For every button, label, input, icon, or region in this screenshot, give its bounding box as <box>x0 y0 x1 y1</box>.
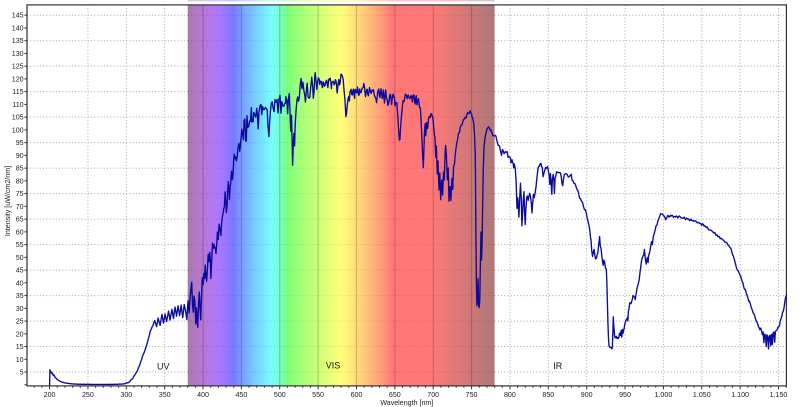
svg-text:30: 30 <box>16 305 24 313</box>
svg-text:250: 250 <box>82 391 94 399</box>
svg-text:800: 800 <box>504 391 516 399</box>
svg-text:115: 115 <box>12 88 23 96</box>
svg-text:1.150: 1.150 <box>770 391 788 399</box>
svg-text:10: 10 <box>16 356 24 364</box>
svg-text:VIS: VIS <box>326 361 341 371</box>
svg-text:1.000: 1.000 <box>655 391 673 399</box>
svg-text:1.050: 1.050 <box>693 391 711 399</box>
svg-text:80: 80 <box>16 177 24 185</box>
svg-text:5: 5 <box>20 369 24 377</box>
svg-text:70: 70 <box>16 203 24 211</box>
svg-text:35: 35 <box>16 292 24 300</box>
svg-text:95: 95 <box>16 139 24 147</box>
svg-text:125: 125 <box>12 63 24 71</box>
svg-text:350: 350 <box>159 391 171 399</box>
svg-text:750: 750 <box>466 391 478 399</box>
svg-text:UV: UV <box>157 362 170 372</box>
svg-text:600: 600 <box>351 391 363 399</box>
svg-text:60: 60 <box>16 228 24 236</box>
svg-text:950: 950 <box>619 391 631 399</box>
svg-text:900: 900 <box>581 391 593 399</box>
svg-text:100: 100 <box>12 126 24 134</box>
svg-text:650: 650 <box>389 391 401 399</box>
svg-text:145: 145 <box>12 12 24 20</box>
svg-text:120: 120 <box>12 75 24 83</box>
svg-text:20: 20 <box>16 330 24 338</box>
svg-text:850: 850 <box>542 391 554 399</box>
svg-text:110: 110 <box>12 101 23 109</box>
svg-text:135: 135 <box>12 37 24 45</box>
svg-text:45: 45 <box>16 267 24 275</box>
svg-text:25: 25 <box>16 318 24 326</box>
svg-text:140: 140 <box>12 24 24 32</box>
svg-text:1.100: 1.100 <box>731 391 749 399</box>
svg-text:90: 90 <box>16 152 24 160</box>
svg-text:75: 75 <box>16 190 24 198</box>
svg-text:130: 130 <box>12 50 24 58</box>
svg-text:65: 65 <box>16 216 24 224</box>
svg-text:105: 105 <box>12 114 24 122</box>
svg-text:550: 550 <box>312 391 324 399</box>
svg-text:85: 85 <box>16 165 24 173</box>
svg-text:450: 450 <box>235 391 247 399</box>
svg-text:Intensity [uW/cm2/nm]: Intensity [uW/cm2/nm] <box>4 166 12 236</box>
svg-text:200: 200 <box>44 391 56 399</box>
svg-text:40: 40 <box>16 279 24 287</box>
svg-text:700: 700 <box>427 391 439 399</box>
svg-text:Wavelength [nm]: Wavelength [nm] <box>380 399 433 407</box>
svg-text:50: 50 <box>16 254 24 262</box>
svg-text:IR: IR <box>553 361 563 371</box>
svg-text:55: 55 <box>16 241 24 249</box>
svg-text:500: 500 <box>274 391 286 399</box>
svg-text:15: 15 <box>16 343 24 351</box>
svg-text:400: 400 <box>197 391 209 399</box>
svg-text:300: 300 <box>120 391 132 399</box>
